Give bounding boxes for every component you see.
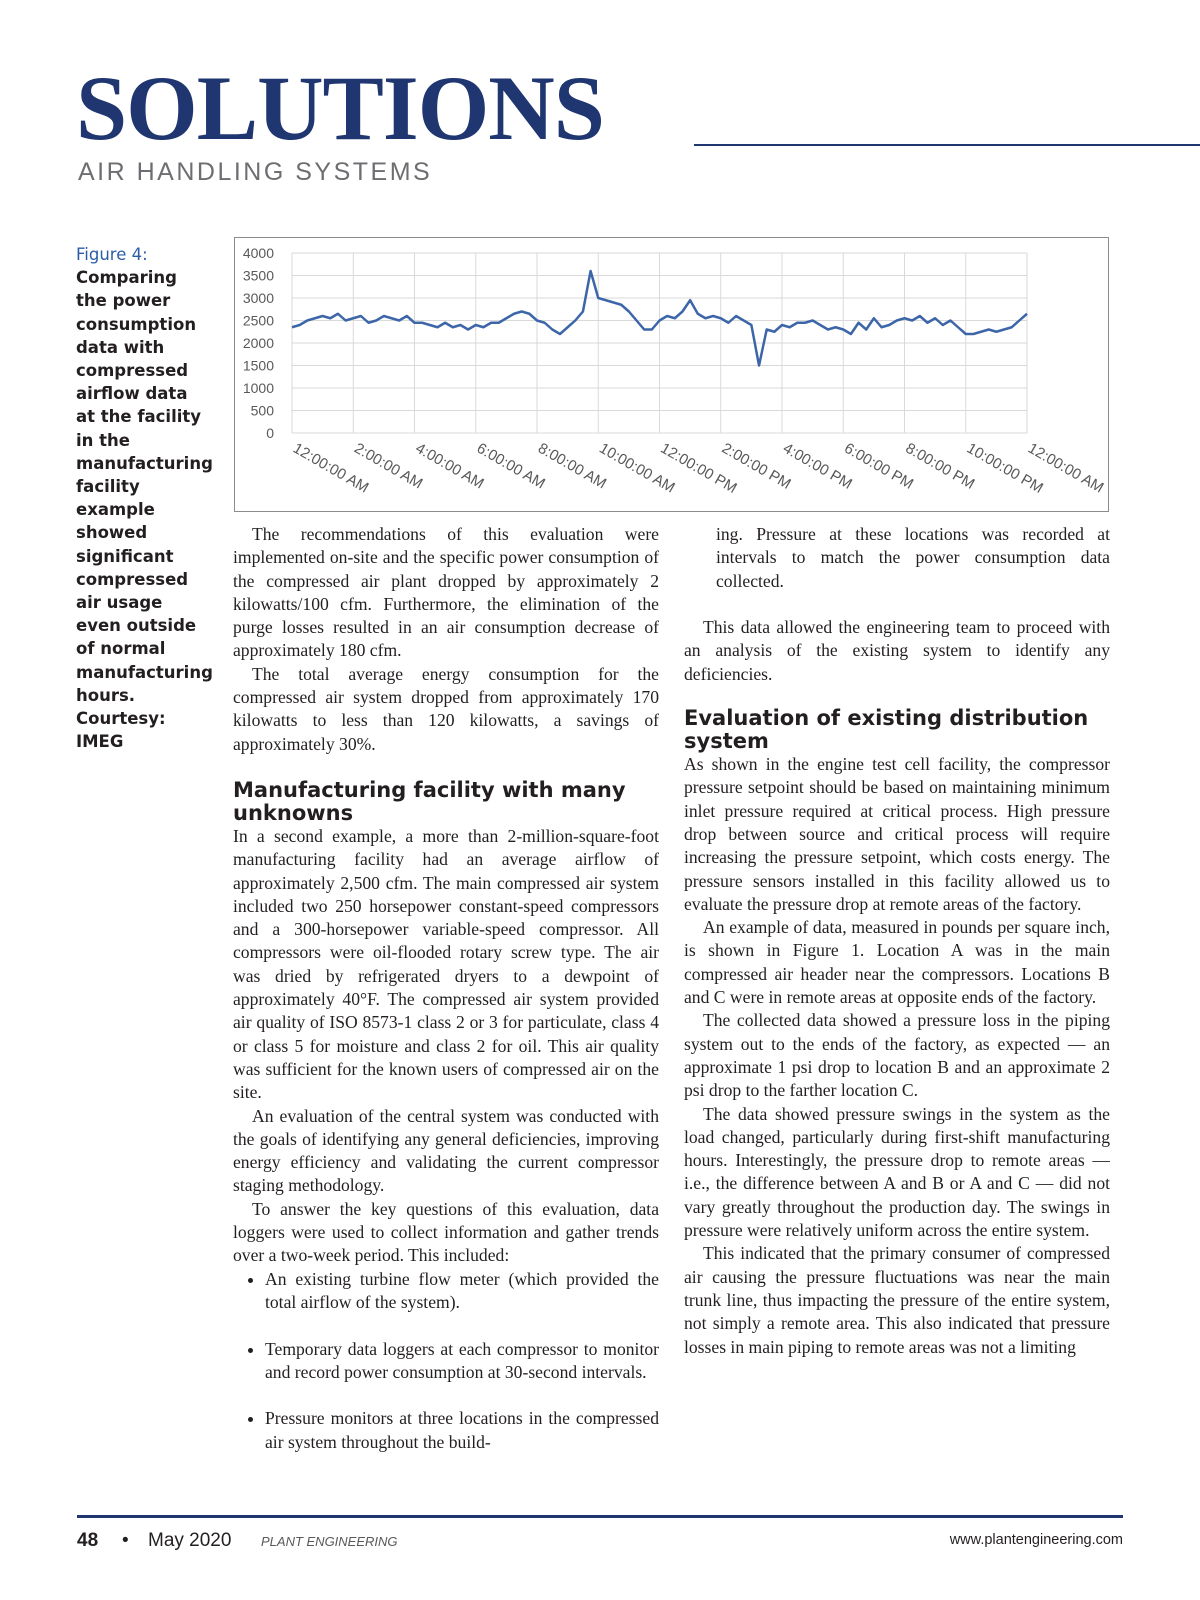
section-title: SOLUTIONS xyxy=(76,57,605,159)
paragraph: To answer the key questions of this eval… xyxy=(233,1198,659,1266)
footer-rule xyxy=(77,1515,1123,1518)
caption-text: Comparing the power consumption data wit… xyxy=(76,268,213,752)
x-tick-label: 8:00:00 AM xyxy=(535,440,609,493)
page-number: 48 xyxy=(77,1530,99,1551)
paragraph: The collected data showed a pressure los… xyxy=(684,1010,1110,1101)
y-tick-label: 500 xyxy=(251,403,275,419)
paragraph: The recommendations of this evaluation w… xyxy=(233,524,659,661)
paragraph: In a second example, a more than 2-milli… xyxy=(233,825,659,1103)
figure-label: Figure 4: xyxy=(76,245,148,264)
right-column: ing. Pressure at these locations was rec… xyxy=(684,523,1110,1498)
x-tick-label: 6:00:00 AM xyxy=(474,440,548,493)
footer: 48 • May 2020 PLANT ENGINEERING www.plan… xyxy=(77,1530,1123,1560)
data-line xyxy=(291,269,1028,367)
y-tick-label: 1000 xyxy=(243,380,274,396)
y-tick-label: 4000 xyxy=(243,245,274,261)
paragraph: The data showed pressure swings in the s… xyxy=(684,1103,1110,1241)
chart-frame: 0 500 1000 1500 2000 2500 3000 3500 4000 12:00:00… xyxy=(234,237,1109,512)
heading: Evaluation of existing distribution syst… xyxy=(684,706,1089,754)
y-tick-label: 1500 xyxy=(243,358,274,374)
figure-caption: Figure 4: Comparing the power consumptio… xyxy=(76,243,213,753)
paragraph: An evaluation of the central system was … xyxy=(233,1105,659,1196)
bullet: Temporary data loggers at each compresso… xyxy=(265,1338,659,1385)
section-subtitle: AIR HANDLING SYSTEMS xyxy=(78,158,433,186)
heading: Manufacturing facility with many unknown… xyxy=(233,777,626,825)
x-tick-label: 4:00:00 AM xyxy=(413,440,487,493)
paragraph: This data allowed the engineering team t… xyxy=(684,617,1110,684)
y-tick-label: 3500 xyxy=(243,268,274,284)
x-tick-label: 8:00:00 PM xyxy=(903,440,978,493)
x-tick-label: 4:00:00 PM xyxy=(780,440,855,493)
chart: 0500100015002000250030003500400012:00:00… xyxy=(243,245,1107,497)
left-column: The recommendations of this evaluation w… xyxy=(233,523,659,1498)
y-tick-label: 2000 xyxy=(243,335,274,351)
y-tick-label: 3000 xyxy=(243,290,274,306)
paragraph: This indicated that the primary consumer… xyxy=(684,1243,1110,1357)
issue-date: May 2020 xyxy=(148,1530,232,1551)
paragraph: As shown in the engine test cell facilit… xyxy=(684,754,1110,914)
bullet: Pressure monitors at three locations in … xyxy=(265,1407,659,1454)
bullet-list: An existing turbine flow meter (which pr… xyxy=(233,1268,659,1454)
y-tick-label: 0 xyxy=(266,425,274,441)
continuation: ing. Pressure at these locations was rec… xyxy=(716,524,1110,591)
bullet: An existing turbine flow meter (which pr… xyxy=(265,1268,659,1315)
header-rule xyxy=(694,144,1200,146)
magazine-name: PLANT ENGINEERING xyxy=(261,1534,398,1549)
separator: • xyxy=(122,1530,129,1551)
x-tick-label: 6:00:00 PM xyxy=(841,440,916,493)
website: www.plantengineering.com xyxy=(949,1532,1123,1548)
y-tick-label: 2500 xyxy=(243,313,274,329)
paragraph: An example of data, measured in pounds p… xyxy=(684,917,1110,1008)
paragraph: The total average energy consumption for… xyxy=(233,663,659,754)
